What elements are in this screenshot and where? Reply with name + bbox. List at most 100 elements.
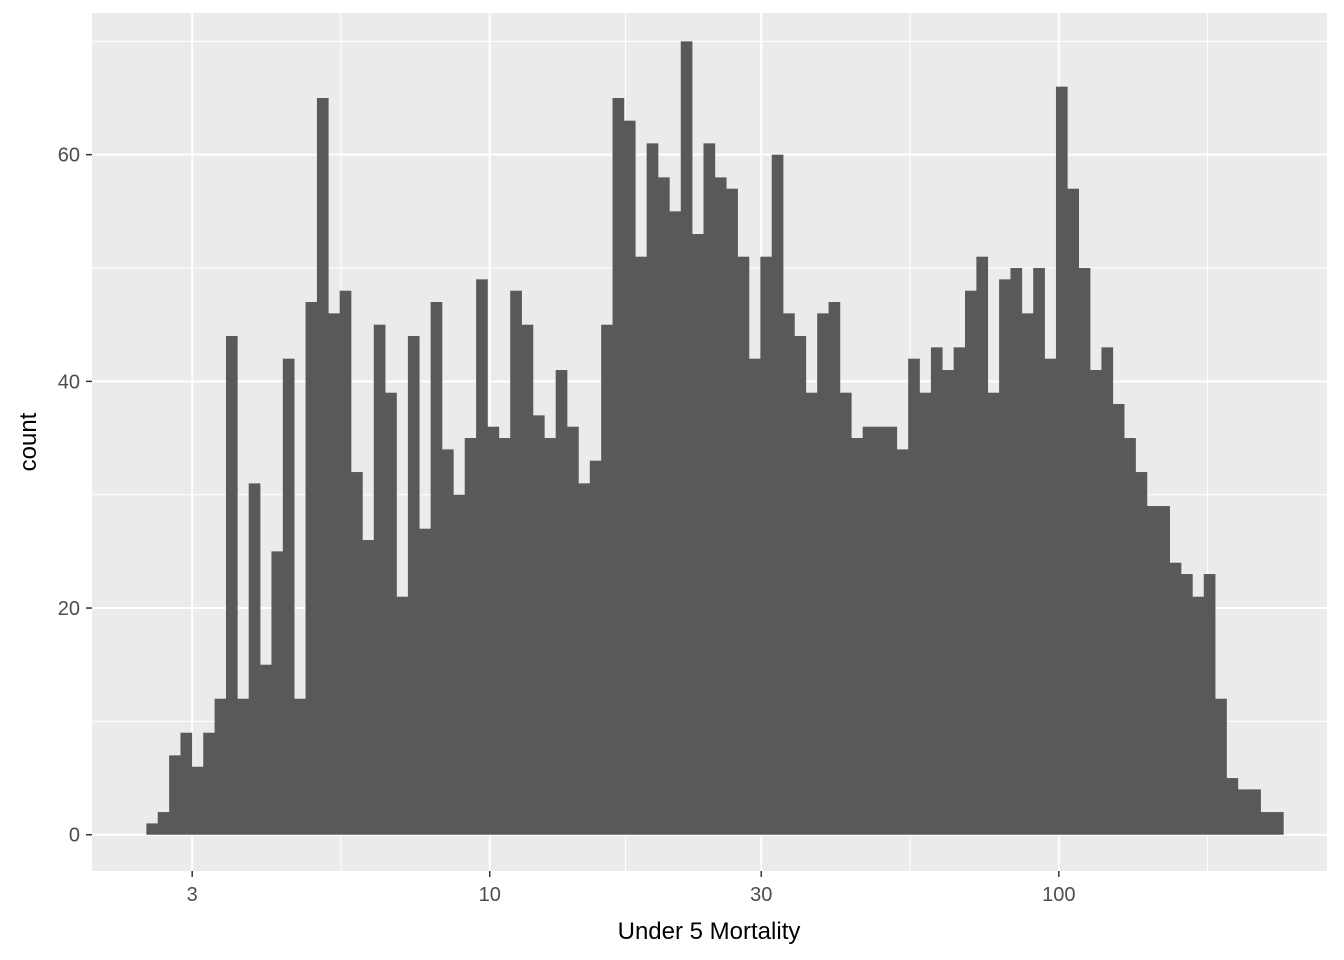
histogram-bar [385, 392, 397, 835]
histogram-bar [305, 302, 318, 835]
histogram-bar [237, 698, 250, 835]
histogram-bar [498, 438, 511, 835]
histogram-bar [1169, 562, 1182, 835]
histogram-bar [453, 494, 466, 835]
histogram-bar [339, 290, 352, 835]
histogram-bar [407, 336, 420, 835]
histogram-bar [1124, 438, 1136, 835]
histogram-bar [1226, 778, 1239, 835]
histogram-bar [578, 483, 591, 835]
histogram-bar [442, 449, 454, 835]
histogram-bar [1078, 268, 1091, 835]
histogram-bar [476, 279, 488, 835]
histogram-bar [737, 256, 750, 835]
histogram-bar [396, 596, 409, 835]
histogram-bar [316, 98, 329, 835]
histogram-bar [794, 336, 807, 835]
histogram-bar [271, 551, 284, 835]
histogram-bar [430, 302, 443, 835]
histogram-bar [942, 370, 954, 835]
x-axis-title: Under 5 Mortality [618, 918, 801, 945]
histogram-bar [919, 392, 932, 835]
histogram-bar [351, 472, 363, 835]
histogram-bar [589, 460, 602, 835]
histogram-bar [225, 336, 238, 835]
histogram-bar [373, 324, 386, 835]
x-tick-label: 3 [187, 884, 198, 906]
histogram-bar [191, 766, 204, 835]
histogram-bar [1249, 789, 1261, 835]
histogram-bar [180, 732, 193, 835]
histogram-bar [1010, 268, 1023, 835]
histogram-bar [487, 426, 500, 835]
histogram-bar [896, 449, 909, 835]
y-tick-label: 20 [58, 598, 80, 620]
histogram-bar [623, 120, 636, 835]
x-tick-label: 10 [479, 884, 501, 906]
histogram-bar [544, 438, 556, 835]
histogram-bar [783, 313, 795, 835]
histogram-bar [1158, 506, 1170, 835]
histogram-bar [510, 290, 522, 835]
histogram-bar [1090, 370, 1102, 835]
histogram-bar [203, 732, 215, 835]
histogram-bar [1055, 86, 1068, 835]
histogram-bar [1021, 313, 1034, 835]
histogram-bar [1101, 347, 1114, 835]
y-axis: 0 20 40 60 [58, 145, 92, 847]
histogram-bar [760, 256, 773, 835]
histogram-bar [1237, 789, 1250, 835]
histogram-bar [965, 290, 977, 835]
histogram-bar [646, 143, 659, 835]
y-tick-label: 0 [69, 825, 80, 847]
histogram-bar [1215, 698, 1227, 835]
histogram-bar [987, 392, 1000, 835]
histogram-bar [748, 358, 761, 835]
histogram-bar [282, 358, 295, 835]
histogram-bar [1135, 472, 1148, 835]
histogram-bar [169, 755, 181, 835]
histogram-bar [726, 188, 738, 835]
y-tick-label: 60 [58, 145, 80, 167]
histogram-bar [703, 143, 716, 835]
histogram-bar [862, 426, 875, 835]
histogram-bar [362, 540, 375, 835]
histogram-bar [771, 154, 784, 835]
histogram-bar [601, 324, 613, 835]
histogram-bar [828, 302, 841, 835]
histogram-bar [146, 823, 159, 835]
histogram-bar [1203, 574, 1216, 835]
histogram-bar [839, 392, 852, 835]
histogram-bar [953, 347, 966, 835]
histogram-bar [1260, 812, 1273, 835]
histogram-bar [1146, 506, 1159, 835]
histogram-bar [294, 698, 306, 835]
histogram-bar [567, 426, 579, 835]
histogram-bar [214, 698, 227, 835]
histogram-bar [680, 41, 693, 835]
histogram-bar [976, 256, 989, 835]
histogram-bar [714, 177, 727, 835]
histogram-bar [260, 664, 272, 835]
histogram-bar [1271, 812, 1284, 835]
histogram-bar [1192, 596, 1205, 835]
histogram-bar [874, 426, 886, 835]
histogram-bar [635, 256, 647, 835]
histogram-bar [817, 313, 829, 835]
histogram-bar [532, 415, 545, 835]
histogram-bar [464, 438, 477, 835]
histogram-bar [1044, 358, 1057, 835]
histogram-bar [999, 279, 1011, 835]
histogram-bar [555, 370, 568, 835]
histogram-bar [1067, 188, 1079, 835]
histogram-bar [669, 211, 682, 835]
histogram-bar [1033, 268, 1045, 835]
histogram-bar [805, 392, 818, 835]
histogram-bar [612, 98, 625, 835]
x-tick-label: 30 [750, 884, 772, 906]
histogram-bar [930, 347, 943, 835]
histogram-bar [157, 812, 170, 835]
histogram-bar [908, 358, 920, 835]
histogram-bar [328, 313, 340, 835]
